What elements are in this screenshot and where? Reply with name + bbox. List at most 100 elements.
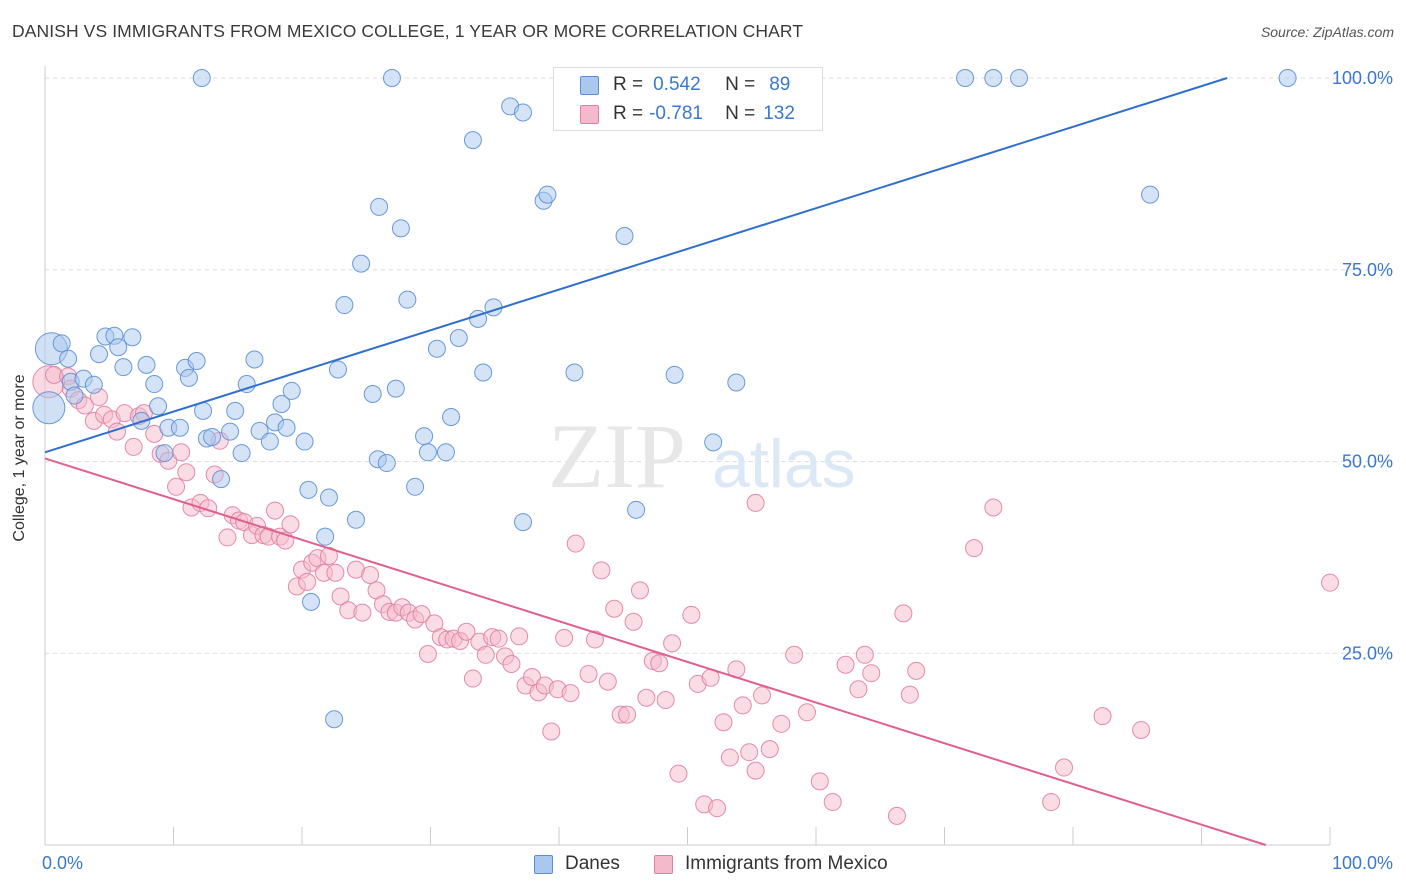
mexico-point [714, 713, 733, 732]
n-value-danes: 89 [769, 74, 791, 95]
mexico-point [637, 688, 656, 707]
danes-point [89, 345, 108, 364]
mexico-point [266, 501, 285, 520]
mexico-point [598, 672, 617, 691]
danes-point [406, 477, 425, 496]
watermark-atlas: atlas [712, 426, 856, 502]
mexico-point [331, 587, 350, 606]
mexico-point [281, 515, 300, 534]
danes-point [474, 363, 493, 382]
r-value-danes: 0.542 [653, 74, 701, 95]
mexico-point [760, 740, 779, 759]
mexico-point [605, 599, 624, 618]
danes-point [382, 69, 401, 87]
danes-point [32, 391, 66, 425]
r-label: R = [613, 103, 644, 124]
danes-point [463, 131, 482, 150]
danes-point [398, 290, 417, 309]
mexico-point [798, 703, 817, 722]
danes-legend-swatch [534, 854, 553, 874]
danes-point [114, 358, 133, 377]
danes-point [565, 363, 584, 382]
watermark-zip: ZIP [548, 405, 686, 507]
axes [44, 66, 1331, 846]
n-label: N = [725, 74, 756, 95]
mexico-point [566, 534, 585, 553]
mexico-point [585, 630, 604, 649]
danes-point [145, 375, 164, 394]
danes-point [538, 185, 557, 204]
danes-point [484, 298, 503, 317]
danes-point [295, 432, 314, 451]
mexico-point [463, 669, 482, 688]
r-label: R = [613, 74, 644, 95]
watermark: ZIP atlas [548, 405, 856, 507]
mexico-point [650, 654, 669, 673]
mexico-point [361, 566, 380, 585]
danes-point [212, 470, 231, 489]
bottom-legend-danes: Danes [534, 852, 620, 876]
danes-point [319, 488, 338, 507]
chart-title: DANISH VS IMMIGRANTS FROM MEXICO COLLEGE… [12, 21, 804, 41]
mexico-point [326, 563, 345, 582]
danes-point [514, 513, 533, 532]
danes-point [615, 227, 634, 246]
mexico-point [682, 605, 701, 624]
danes-point [335, 296, 354, 315]
mexico-point [733, 696, 752, 715]
danes-point [418, 443, 437, 462]
mexico-point [708, 799, 727, 818]
mexico-point [862, 664, 881, 683]
mexico-point [656, 691, 675, 710]
legend-row-mexico: R = -0.781 N = 132 [554, 101, 795, 127]
danes-point [179, 368, 198, 387]
danes-point [442, 408, 461, 427]
mexico-point [457, 622, 476, 641]
danes-point [363, 385, 382, 404]
danes-point [427, 339, 446, 358]
danes-swatch [580, 75, 599, 95]
mexico-point [772, 714, 791, 733]
mexico-point [418, 645, 437, 664]
danes-point [203, 427, 222, 446]
danes-point [187, 352, 206, 371]
mexico-point [746, 761, 765, 780]
danes-point [192, 69, 211, 87]
mexico-point [855, 645, 874, 664]
mexico-trend-line [44, 457, 1267, 846]
trend-lines [44, 77, 1267, 846]
legend-row-danes: R = 0.542 N = 89 [554, 72, 790, 98]
mexico-point [353, 603, 372, 622]
grid-lines [45, 77, 1392, 654]
data-points [32, 69, 1339, 825]
n-label: N = [725, 103, 756, 124]
danes-point [316, 527, 335, 546]
danes-point [221, 422, 240, 441]
mexico-point [894, 604, 913, 623]
mexico-legend-swatch [654, 854, 673, 874]
mexico-point [836, 655, 855, 674]
danes-point [245, 350, 264, 369]
mexico-point [740, 743, 759, 762]
danes-point [665, 365, 684, 384]
mexico-point [984, 498, 1003, 517]
mexico-point [663, 634, 682, 653]
mexico-point [579, 664, 598, 683]
mexico-legend-label: Immigrants from Mexico [685, 853, 888, 874]
danes-point [301, 592, 320, 611]
mexico-point [1042, 793, 1061, 812]
danes-point [170, 418, 189, 437]
x-tick-label: 0.0% [42, 853, 83, 873]
danes-point [727, 373, 746, 392]
y-axis-label: College, 1 year or more [11, 374, 28, 542]
mexico-point [1093, 707, 1112, 726]
danes-point [260, 432, 279, 451]
danes-point [299, 480, 318, 499]
mexico-point [720, 748, 739, 767]
danes-point [59, 349, 78, 368]
danes-point [377, 454, 396, 473]
danes-point [956, 69, 975, 87]
mexico-point [753, 686, 772, 705]
mexico-point [900, 685, 919, 704]
